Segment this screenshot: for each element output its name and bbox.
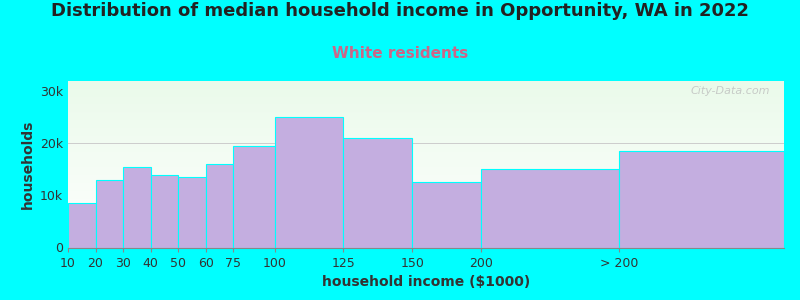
Bar xyxy=(178,177,206,247)
Bar xyxy=(343,138,412,248)
Bar xyxy=(481,169,618,247)
Bar xyxy=(412,182,481,248)
Text: City-Data.com: City-Data.com xyxy=(690,86,770,96)
Bar xyxy=(95,180,123,248)
Bar xyxy=(206,164,234,248)
Text: Distribution of median household income in Opportunity, WA in 2022: Distribution of median household income … xyxy=(51,2,749,20)
Text: White residents: White residents xyxy=(332,46,468,62)
X-axis label: household income ($1000): household income ($1000) xyxy=(322,275,530,289)
Y-axis label: households: households xyxy=(21,120,34,209)
Bar xyxy=(68,203,95,247)
Bar xyxy=(234,146,274,248)
Bar xyxy=(150,175,178,248)
Bar xyxy=(274,117,343,248)
Bar xyxy=(123,167,150,248)
Bar xyxy=(618,151,784,247)
